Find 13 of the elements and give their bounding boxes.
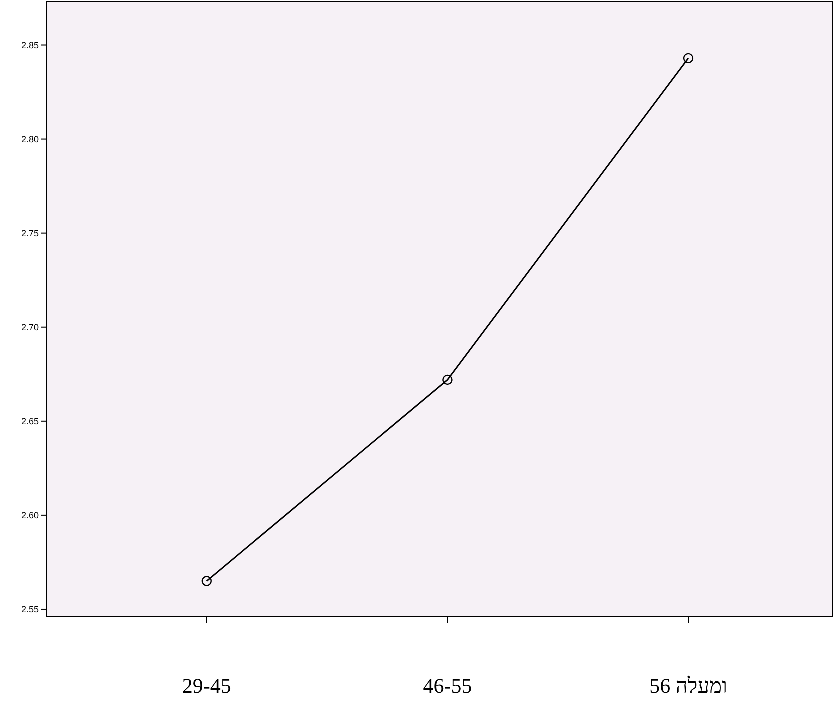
y-tick-label: 2.60 <box>21 510 39 521</box>
point <box>202 576 212 586</box>
point <box>683 53 694 64</box>
y-tick-label: 2.75 <box>21 228 39 238</box>
x-tick-label: 29-45 <box>182 674 232 698</box>
y-tick-label: 2.80 <box>21 134 39 144</box>
point <box>442 374 453 386</box>
x-tick-label: 56 ומעלה <box>650 674 728 698</box>
y-tick-label: 2.70 <box>21 322 39 333</box>
x-tick-label: 46-55 <box>423 674 472 698</box>
y-tick-label: 2.55 <box>21 604 39 615</box>
y-tick-label: 2.85 <box>21 40 39 50</box>
y-tick-label: 2.65 <box>21 416 39 427</box>
